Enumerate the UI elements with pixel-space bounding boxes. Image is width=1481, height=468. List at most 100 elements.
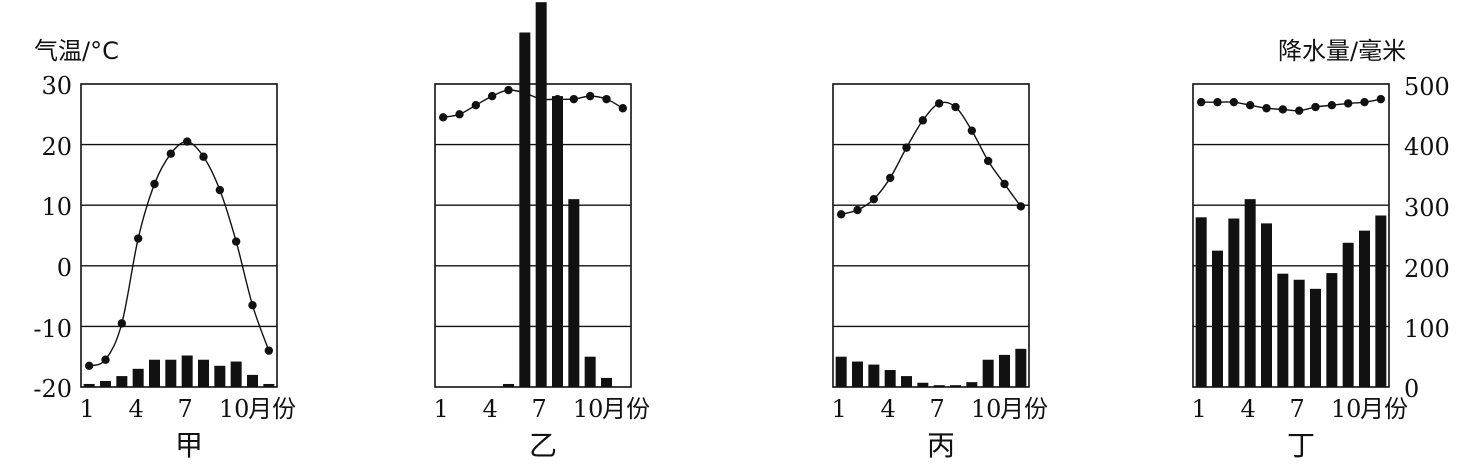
temperature-point-month-6 [918,116,928,125]
precipitation-bar-month-1 [835,356,847,387]
temperature-line [443,89,624,119]
precipitation-bar-month-6 [917,382,929,387]
temperature-point-month-1 [438,113,448,122]
x-unit-label: 月份 [1360,395,1408,423]
precipitation-bar-month-6 [519,32,531,388]
temp-tick-10: 10 [41,193,72,221]
precipitation-bar-month-2 [100,380,111,387]
x-tick-label: 7 [532,395,547,423]
temperature-point-month-4 [133,234,143,243]
temp-tick-20: 20 [41,133,72,161]
temperature-line [840,101,1022,215]
panel-label: 乙 [529,429,557,462]
precipitation-bar-month-11 [999,354,1010,387]
temperature-point-month-6 [520,88,530,98]
plot-frame [434,83,632,388]
precipitation-bar-month-5 [1261,223,1272,387]
plot-frame [1192,83,1390,388]
precipitation-bar-month-11 [601,377,612,387]
precipitation-bar-month-10 [1342,242,1354,387]
temperature-point-month-5 [902,143,911,152]
x-tick-label: 4 [881,395,896,423]
precipitation-bar-month-3 [868,364,880,387]
temperature-point-month-11 [602,94,611,104]
precipitation-bar-month-11 [1359,230,1370,387]
precipitation-bar-month-3 [1228,218,1240,387]
precipitation-bar-month-6 [1277,273,1289,387]
temperature-point-month-7 [182,137,192,146]
panel-label: 丙 [927,429,955,462]
temperature-point-month-5 [1262,104,1271,113]
x-tick-label: 10 [971,395,1002,423]
plot-frame [832,83,1030,388]
x-tick-label: 7 [178,395,193,423]
temp-tick-30: 30 [41,72,72,100]
temperature-point-month-7 [934,99,944,108]
temperature-point-month-12 [264,346,274,355]
precipitation-bar-month-5 [901,376,912,387]
x-tick-label: 1 [1192,395,1207,423]
precip-tick-500: 500 [1404,73,1450,101]
x-tick-label: 10 [219,395,250,423]
temperature-point-month-12 [1376,94,1386,104]
x-unit-label: 月份 [1000,395,1048,423]
precipitation-bar-month-9 [1326,273,1338,387]
temperature-point-month-10 [585,91,595,101]
temperature-point-month-5 [504,85,513,95]
temperature-point-month-3 [117,319,127,328]
precipitation-bar-month-8 [1310,288,1321,387]
precipitation-bar-month-8 [198,359,209,387]
temperature-point-month-8 [199,152,208,161]
precipitation-bar-month-7 [1293,279,1305,387]
precipitation-bar-month-10 [584,356,596,387]
temperature-point-month-6 [1278,105,1288,114]
temperature-point-month-4 [1245,101,1255,110]
precipitation-bar-month-7 [535,2,547,387]
precipitation-bar-month-9 [966,382,978,387]
precipitation-bar-month-3 [116,376,128,387]
precipitation-bar-month-2 [1212,250,1223,387]
precipitation-bar-month-8 [552,96,563,388]
temperature-tick-labels: 30 20 10 0 -10 -20 [33,72,72,403]
temp-tick-minus20: -20 [33,375,72,403]
panel-label: 甲 [175,429,203,462]
temperature-point-month-4 [487,91,497,101]
precipitation-bar-month-11 [247,374,258,387]
precip-tick-300: 300 [1404,194,1450,222]
precipitation-bar-month-9 [214,365,226,387]
temperature-point-month-11 [1360,97,1369,107]
temperature-point-month-12 [618,104,628,113]
x-tick-label: 1 [832,395,847,423]
temperature-axis-title: 气温/°C [34,37,119,65]
temperature-point-month-9 [215,185,225,195]
temperature-point-month-7 [536,94,546,104]
x-tick-label: 1 [434,395,449,423]
precipitation-bar-month-4 [132,368,144,387]
precip-tick-200: 200 [1404,255,1450,283]
temperature-point-month-9 [967,126,977,135]
precipitation-bar-month-10 [982,359,994,387]
precipitation-bar-month-5 [503,383,514,387]
temperature-point-month-8 [1311,102,1320,112]
precipitation-bar-month-6 [165,359,177,387]
temperature-point-month-2 [853,205,862,215]
temperature-line [1201,98,1381,112]
temperature-point-month-10 [983,156,993,166]
precipitation-bar-month-2 [852,361,863,387]
precipitation-bar-month-12 [1375,215,1387,387]
x-unit-label: 月份 [248,395,296,423]
x-tick-label: 7 [1290,395,1305,423]
temperature-point-month-2 [1213,97,1222,107]
temperature-point-month-1 [84,361,94,370]
temp-tick-0: 0 [57,254,72,282]
precipitation-bar-month-12 [1015,348,1027,387]
precipitation-bar-month-7 [181,355,193,387]
precipitation-bar-month-12 [263,383,275,387]
precipitation-bar-month-8 [950,385,961,387]
precipitation-bar-month-5 [149,359,160,387]
temperature-point-month-1 [836,210,846,219]
